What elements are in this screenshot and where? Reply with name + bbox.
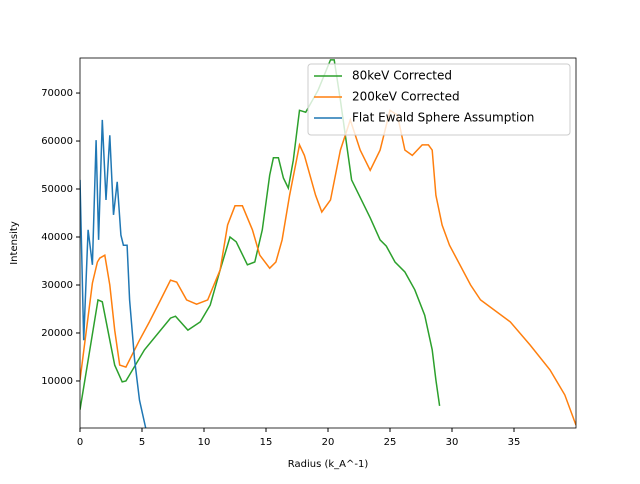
- plot-frame: [79, 57, 577, 429]
- x-tick-label: 35: [508, 437, 521, 448]
- x-tick-label: 5: [139, 437, 145, 448]
- line-series: [80, 109, 576, 426]
- x-axis-label: Radius (k_A^-1): [288, 459, 369, 470]
- y-tick-label: 20000: [41, 328, 73, 339]
- legend-label: Flat Ewald Sphere Assumption: [352, 111, 534, 125]
- legend-label: 200keV Corrected: [352, 90, 460, 104]
- y-tick-label: 30000: [41, 280, 73, 291]
- y-tick-label: 10000: [41, 376, 73, 387]
- legend-box: [307, 63, 571, 136]
- x-tick-label: 25: [384, 437, 397, 448]
- line-series: [80, 59, 441, 410]
- y-tick-label: 50000: [41, 184, 73, 195]
- legend-label: 80keV Corrected: [352, 69, 452, 83]
- x-tick-label: 0: [77, 437, 83, 448]
- x-tick-label: 10: [198, 437, 211, 448]
- y-axis-label: Intensity: [9, 221, 20, 265]
- x-tick-label: 15: [260, 437, 273, 448]
- y-tick-label: 60000: [41, 136, 73, 147]
- line-series: [80, 119, 147, 428]
- y-tick-label: 70000: [41, 88, 73, 99]
- x-tick-label: 30: [446, 437, 459, 448]
- x-tick-label: 20: [322, 437, 335, 448]
- y-tick-label: 40000: [41, 232, 73, 243]
